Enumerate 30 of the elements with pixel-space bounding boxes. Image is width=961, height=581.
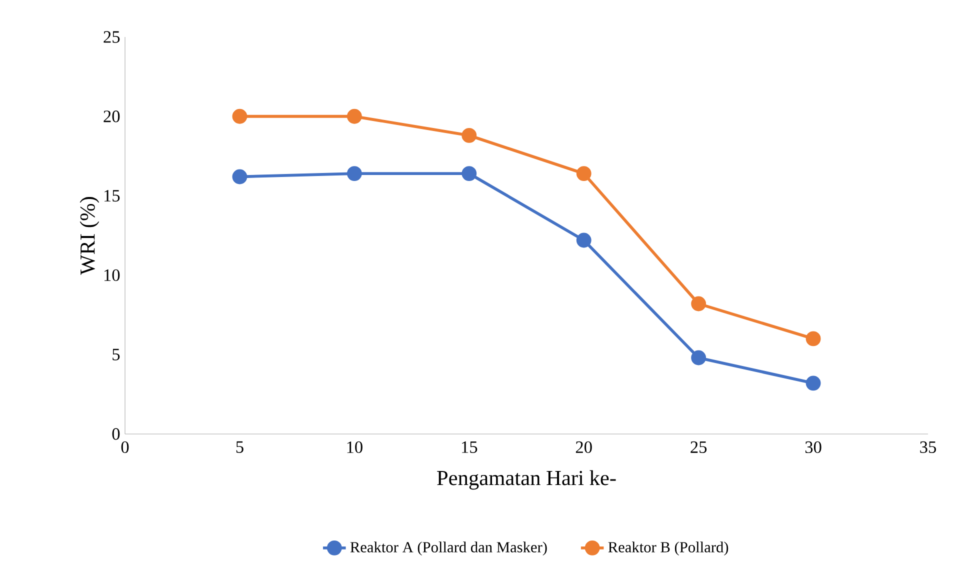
point (346, 108, 362, 124)
y-axis-title: WRI (%) (80, 197, 100, 275)
x-tick-label: 0 (121, 441, 129, 454)
point (346, 166, 362, 182)
point (232, 108, 248, 124)
point (806, 331, 821, 346)
x-tick-label: 30 (805, 441, 822, 454)
y-tick-label: 25 (104, 31, 120, 43)
point (691, 350, 706, 366)
x-tick-label: 5 (236, 441, 244, 453)
point (576, 232, 592, 248)
x-tick-label: 25 (690, 441, 707, 454)
legend-label: Reaktor B (Pollard) (608, 542, 728, 556)
x-tick-label: 20 (576, 441, 592, 454)
x-tick-label: 15 (462, 441, 478, 453)
point (232, 169, 248, 184)
point (806, 376, 821, 391)
y-tick-label: 10 (104, 269, 120, 282)
x-axis-title: Pengamatan Hari ke- (437, 470, 616, 490)
x-tick-label: 35 (920, 441, 936, 454)
y-tick-label: 15 (104, 190, 120, 202)
point (691, 296, 706, 312)
legend-label: Reaktor A (Pollard dan Masker) (350, 542, 547, 556)
point (576, 166, 592, 182)
y-tick-label: 0 (112, 428, 120, 440)
point (462, 166, 477, 182)
x-tick-label: 10 (347, 441, 362, 454)
point (462, 128, 477, 143)
y-tick-label: 20 (104, 110, 120, 122)
y-tick-label: 5 (112, 348, 120, 360)
